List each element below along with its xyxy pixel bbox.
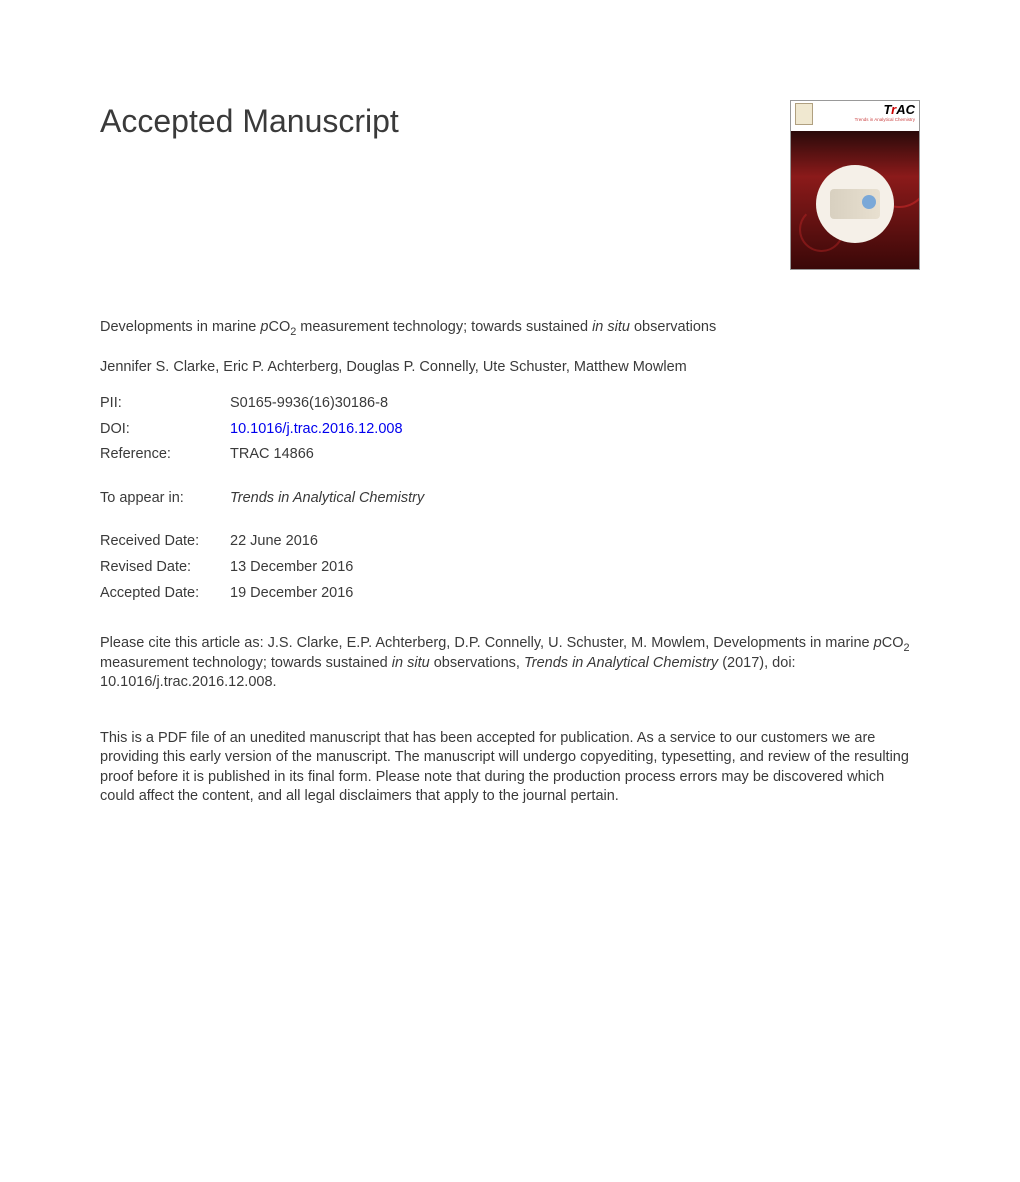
doi-value: 10.1016/j.trac.2016.12.008 <box>230 417 403 443</box>
journal-logo-text: TrAC <box>883 102 915 117</box>
received-date-value: 22 June 2016 <box>230 529 353 555</box>
journal-cover-thumbnail: TrAC Trends in Analytical Chemistry <box>790 100 920 270</box>
accepted-date-value: 19 December 2016 <box>230 581 353 607</box>
accepted-date-label: Accepted Date: <box>100 581 230 607</box>
accepted-manuscript-heading: Accepted Manuscript <box>100 100 399 143</box>
to-appear-value: Trends in Analytical Chemistry <box>230 486 424 512</box>
metadata-table: PII: S0165-9936(16)30186-8 DOI: 10.1016/… <box>100 391 403 468</box>
pii-value: S0165-9936(16)30186-8 <box>230 391 403 417</box>
author-list: Jennifer S. Clarke, Eric P. Achterberg, … <box>100 358 780 378</box>
table-row: To appear in: Trends in Analytical Chemi… <box>100 486 424 512</box>
pii-label: PII: <box>100 391 230 417</box>
table-row: Revised Date: 13 December 2016 <box>100 555 353 581</box>
table-row: Accepted Date: 19 December 2016 <box>100 581 353 607</box>
doi-label: DOI: <box>100 417 230 443</box>
cover-instrument-icon <box>830 189 880 219</box>
metadata-table: To appear in: Trends in Analytical Chemi… <box>100 486 424 512</box>
cover-top-strip: TrAC Trends in Analytical Chemistry <box>791 101 919 131</box>
reference-label: Reference: <box>100 442 230 468</box>
revised-date-label: Revised Date: <box>100 555 230 581</box>
to-appear-label: To appear in: <box>100 486 230 512</box>
article-title: Developments in marine pCO2 measurement … <box>100 318 780 338</box>
received-date-label: Received Date: <box>100 529 230 555</box>
journal-logo-subtitle: Trends in Analytical Chemistry <box>855 118 915 123</box>
table-row: Received Date: 22 June 2016 <box>100 529 353 555</box>
table-row: DOI: 10.1016/j.trac.2016.12.008 <box>100 417 403 443</box>
cover-circle-graphic <box>816 165 894 243</box>
doi-link[interactable]: 10.1016/j.trac.2016.12.008 <box>230 421 403 437</box>
table-row: Reference: TRAC 14866 <box>100 442 403 468</box>
disclaimer-text: This is a PDF file of an unedited manusc… <box>100 729 920 807</box>
journal-logo: TrAC Trends in Analytical Chemistry <box>855 103 915 122</box>
table-row: PII: S0165-9936(16)30186-8 <box>100 391 403 417</box>
revised-date-value: 13 December 2016 <box>230 555 353 581</box>
metadata-table: Received Date: 22 June 2016 Revised Date… <box>100 529 353 606</box>
publisher-logo-icon <box>795 103 813 125</box>
header-row: Accepted Manuscript TrAC Trends in Analy… <box>100 100 920 270</box>
citation-text: Please cite this article as: J.S. Clarke… <box>100 634 920 693</box>
reference-value: TRAC 14866 <box>230 442 403 468</box>
